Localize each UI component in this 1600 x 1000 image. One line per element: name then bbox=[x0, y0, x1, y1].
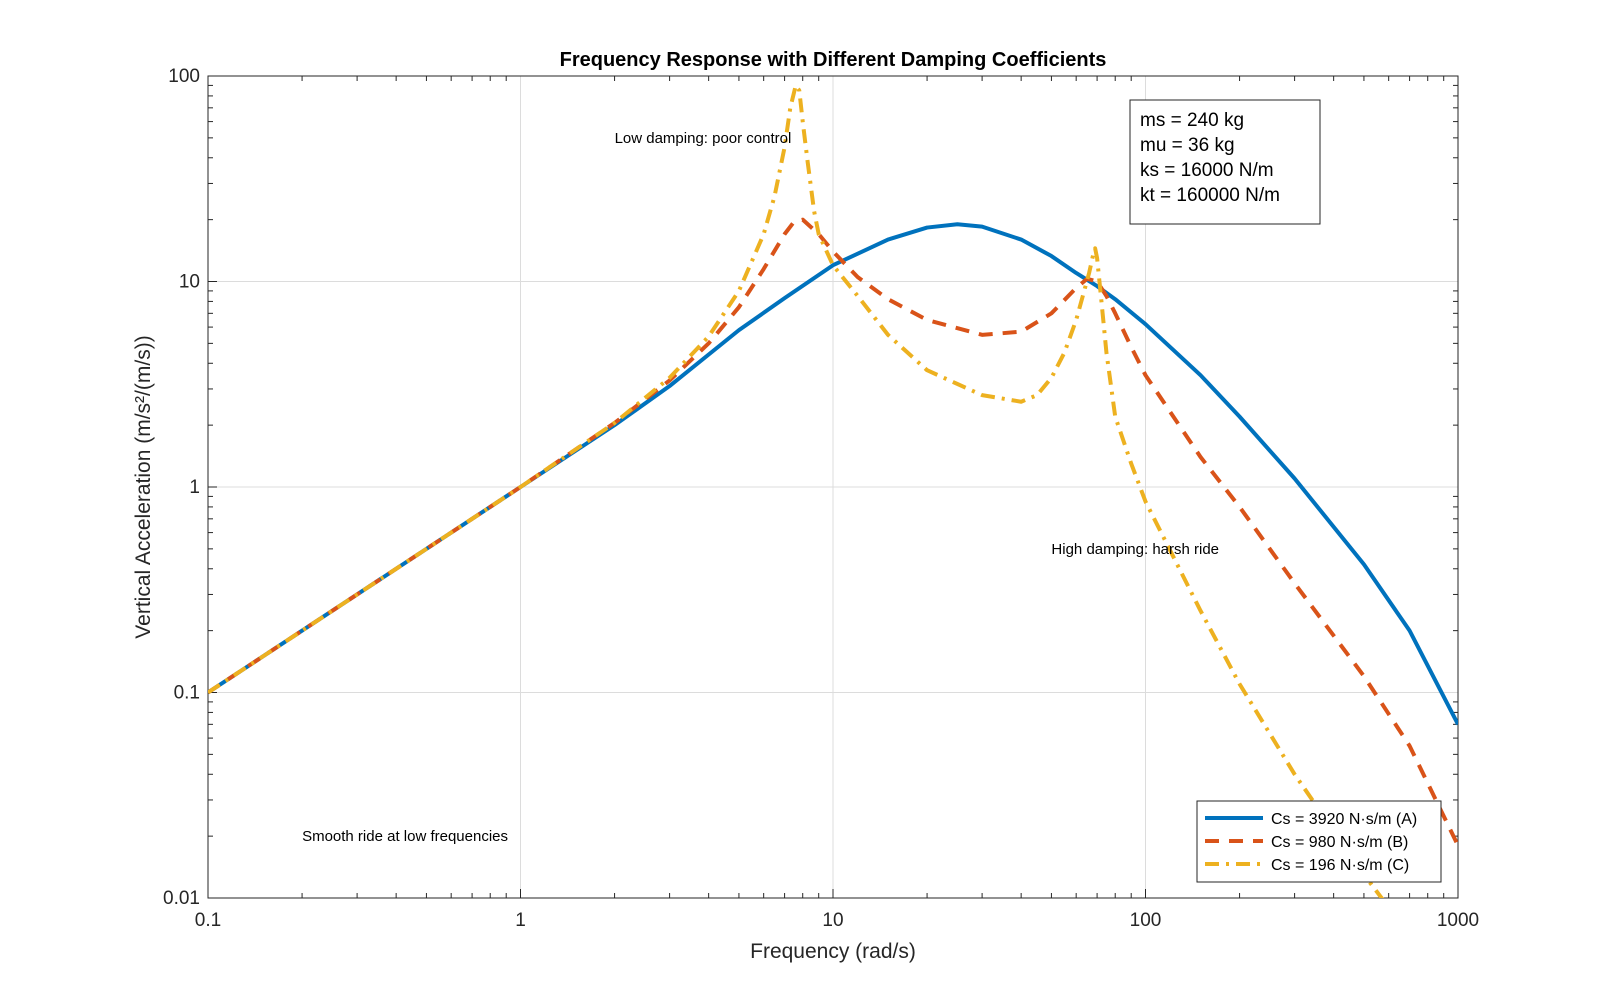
chart-annotation: Low damping: poor control bbox=[615, 130, 792, 147]
parameter-text: mu = 36 kg bbox=[1140, 135, 1235, 156]
y-tick-label: 1 bbox=[189, 477, 200, 498]
y-axis-label: Vertical Acceleration (m/s²/(m/s)) bbox=[132, 335, 155, 638]
x-tick-label: 1 bbox=[515, 910, 526, 931]
y-tick-label: 100 bbox=[168, 66, 200, 87]
y-tick-label: 0.1 bbox=[174, 683, 200, 704]
x-tick-label: 0.1 bbox=[195, 910, 221, 931]
parameters-box bbox=[1129, 99, 1321, 225]
x-tick-label: 1000 bbox=[1437, 910, 1479, 931]
chart-annotation: High damping: harsh ride bbox=[1051, 541, 1219, 558]
chart-title: Frequency Response with Different Dampin… bbox=[560, 49, 1107, 71]
y-tick-label: 10 bbox=[179, 272, 200, 293]
parameter-text: kt = 160000 N/m bbox=[1140, 185, 1280, 206]
legend-label: Cs = 980 N·s/m (B) bbox=[1271, 834, 1408, 851]
x-tick-label: 10 bbox=[822, 910, 843, 931]
chart-annotation: Smooth ride at low frequencies bbox=[302, 828, 508, 845]
x-axis-label: Frequency (rad/s) bbox=[750, 940, 916, 963]
series-line-a bbox=[208, 222, 1458, 726]
legend-label: Cs = 196 N·s/m (C) bbox=[1271, 857, 1409, 874]
parameter-text: ms = 240 kg bbox=[1140, 110, 1244, 131]
series-line-b bbox=[208, 217, 1458, 847]
series-line-c bbox=[208, 83, 1385, 898]
x-tick-label: 100 bbox=[1130, 910, 1162, 931]
legend-label: Cs = 3920 N·s/m (A) bbox=[1271, 811, 1417, 828]
parameter-text: ks = 16000 N/m bbox=[1140, 160, 1274, 181]
y-tick-label: 0.01 bbox=[163, 888, 200, 909]
